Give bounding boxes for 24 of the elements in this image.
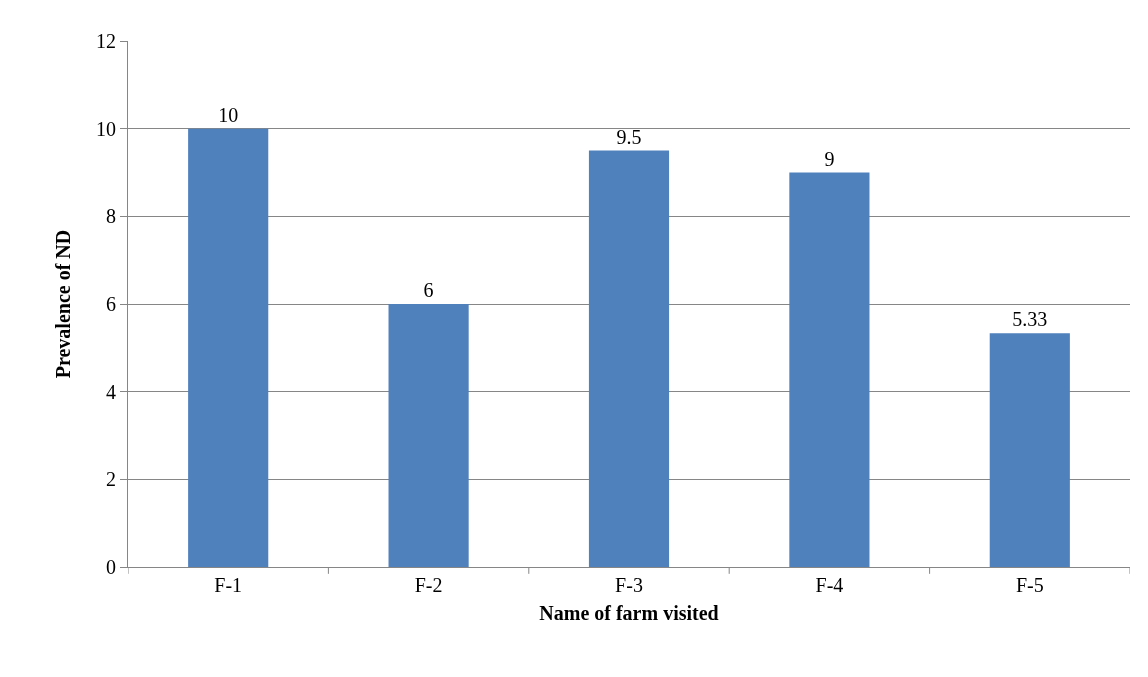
data-label: 9.5 [616, 125, 642, 148]
y-tick-label: 12 [96, 30, 116, 52]
y-tick-label: 6 [106, 293, 116, 315]
y-tick-label: 2 [106, 468, 116, 491]
y-tick-label: 0 [106, 556, 116, 578]
y-tick-label: 4 [106, 380, 116, 403]
data-label: 10 [218, 103, 239, 126]
data-label: 5.33 [1012, 308, 1048, 331]
bar [989, 333, 1070, 567]
bar [388, 304, 469, 567]
x-tick-label: F-5 [1015, 574, 1044, 596]
data-label: 6 [423, 279, 434, 301]
x-tick-label: F-3 [615, 574, 643, 596]
y-tick-label: 10 [96, 117, 116, 140]
x-tick-label: F-1 [214, 574, 243, 596]
x-tick-label: F-4 [815, 574, 844, 596]
data-label: 9 [824, 147, 835, 170]
y-tick-label: 8 [106, 205, 116, 228]
bar [188, 128, 269, 567]
x-axis-title: Name of farm visited [539, 601, 719, 624]
bar [789, 172, 870, 567]
y-axis-title: Prevalence of ND [51, 229, 74, 379]
x-tick-label: F-2 [414, 574, 443, 596]
bar [588, 150, 670, 567]
